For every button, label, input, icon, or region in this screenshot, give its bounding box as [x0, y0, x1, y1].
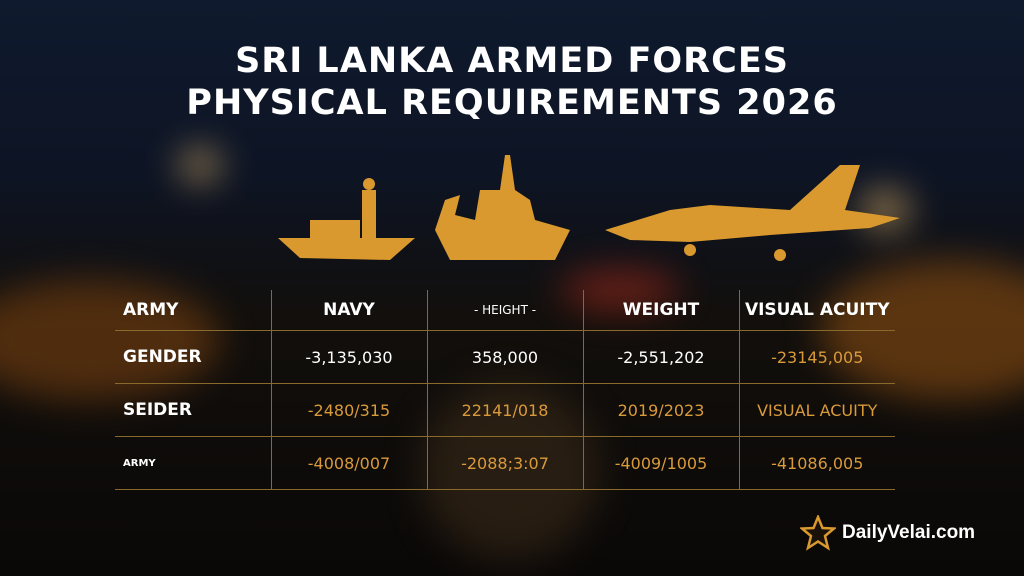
table-cell: -41086,005 — [738, 436, 895, 490]
warship-icon — [435, 155, 570, 260]
header-cell: NAVY — [270, 290, 427, 331]
table-cell: -2480/315 — [270, 383, 427, 437]
header-cell: - HEIGHT - — [426, 290, 583, 331]
requirements-table: ARMY NAVY - HEIGHT - WEIGHT VISUAL ACUIT… — [115, 290, 895, 490]
row-label: ARMY — [115, 436, 271, 490]
header-cell: VISUAL ACUITY — [738, 290, 895, 331]
table-cell: 22141/018 — [426, 383, 583, 437]
table-header-row: ARMY NAVY - HEIGHT - WEIGHT VISUAL ACUIT… — [115, 290, 895, 331]
title-line-1: SRI LANKA ARMED FORCES — [235, 41, 789, 81]
page-title: SRI LANKA ARMED FORCES PHYSICAL REQUIREM… — [0, 40, 1024, 124]
title-line-2: PHYSICAL REQUIREMENTS 2026 — [186, 83, 838, 123]
table-row: GENDER -3,135,030 358,000 -2,551,202 -23… — [115, 330, 895, 384]
boat-soldier-icon — [278, 238, 415, 260]
row-label: GENDER — [115, 330, 271, 384]
row-label: SEIDER — [115, 383, 271, 437]
header-cell: WEIGHT — [582, 290, 739, 331]
table-cell: -2,551,202 — [582, 330, 739, 384]
table-cell: -4009/1005 — [582, 436, 739, 490]
table-cell: -4008/007 — [270, 436, 427, 490]
table-cell: VISUAL ACUITY — [738, 383, 895, 437]
table-cell: -2088;3:07 — [426, 436, 583, 490]
star-icon — [800, 515, 836, 551]
military-silhouettes — [278, 155, 900, 261]
table-row: SEIDER -2480/315 22141/018 2019/2023 VIS… — [115, 383, 895, 437]
table-cell: -23145,005 — [738, 330, 895, 384]
brand-logo: DailyVelai.com — [800, 515, 975, 551]
brand-name: DailyVelai.com — [842, 522, 976, 543]
table-cell: 2019/2023 — [582, 383, 739, 437]
table-cell: -3,135,030 — [270, 330, 427, 384]
table-row: ARMY -4008/007 -2088;3:07 -4009/1005 -41… — [115, 436, 895, 490]
table-cell: 358,000 — [426, 330, 583, 384]
fighter-jet-icon — [605, 165, 900, 242]
header-cell: ARMY — [115, 290, 271, 331]
